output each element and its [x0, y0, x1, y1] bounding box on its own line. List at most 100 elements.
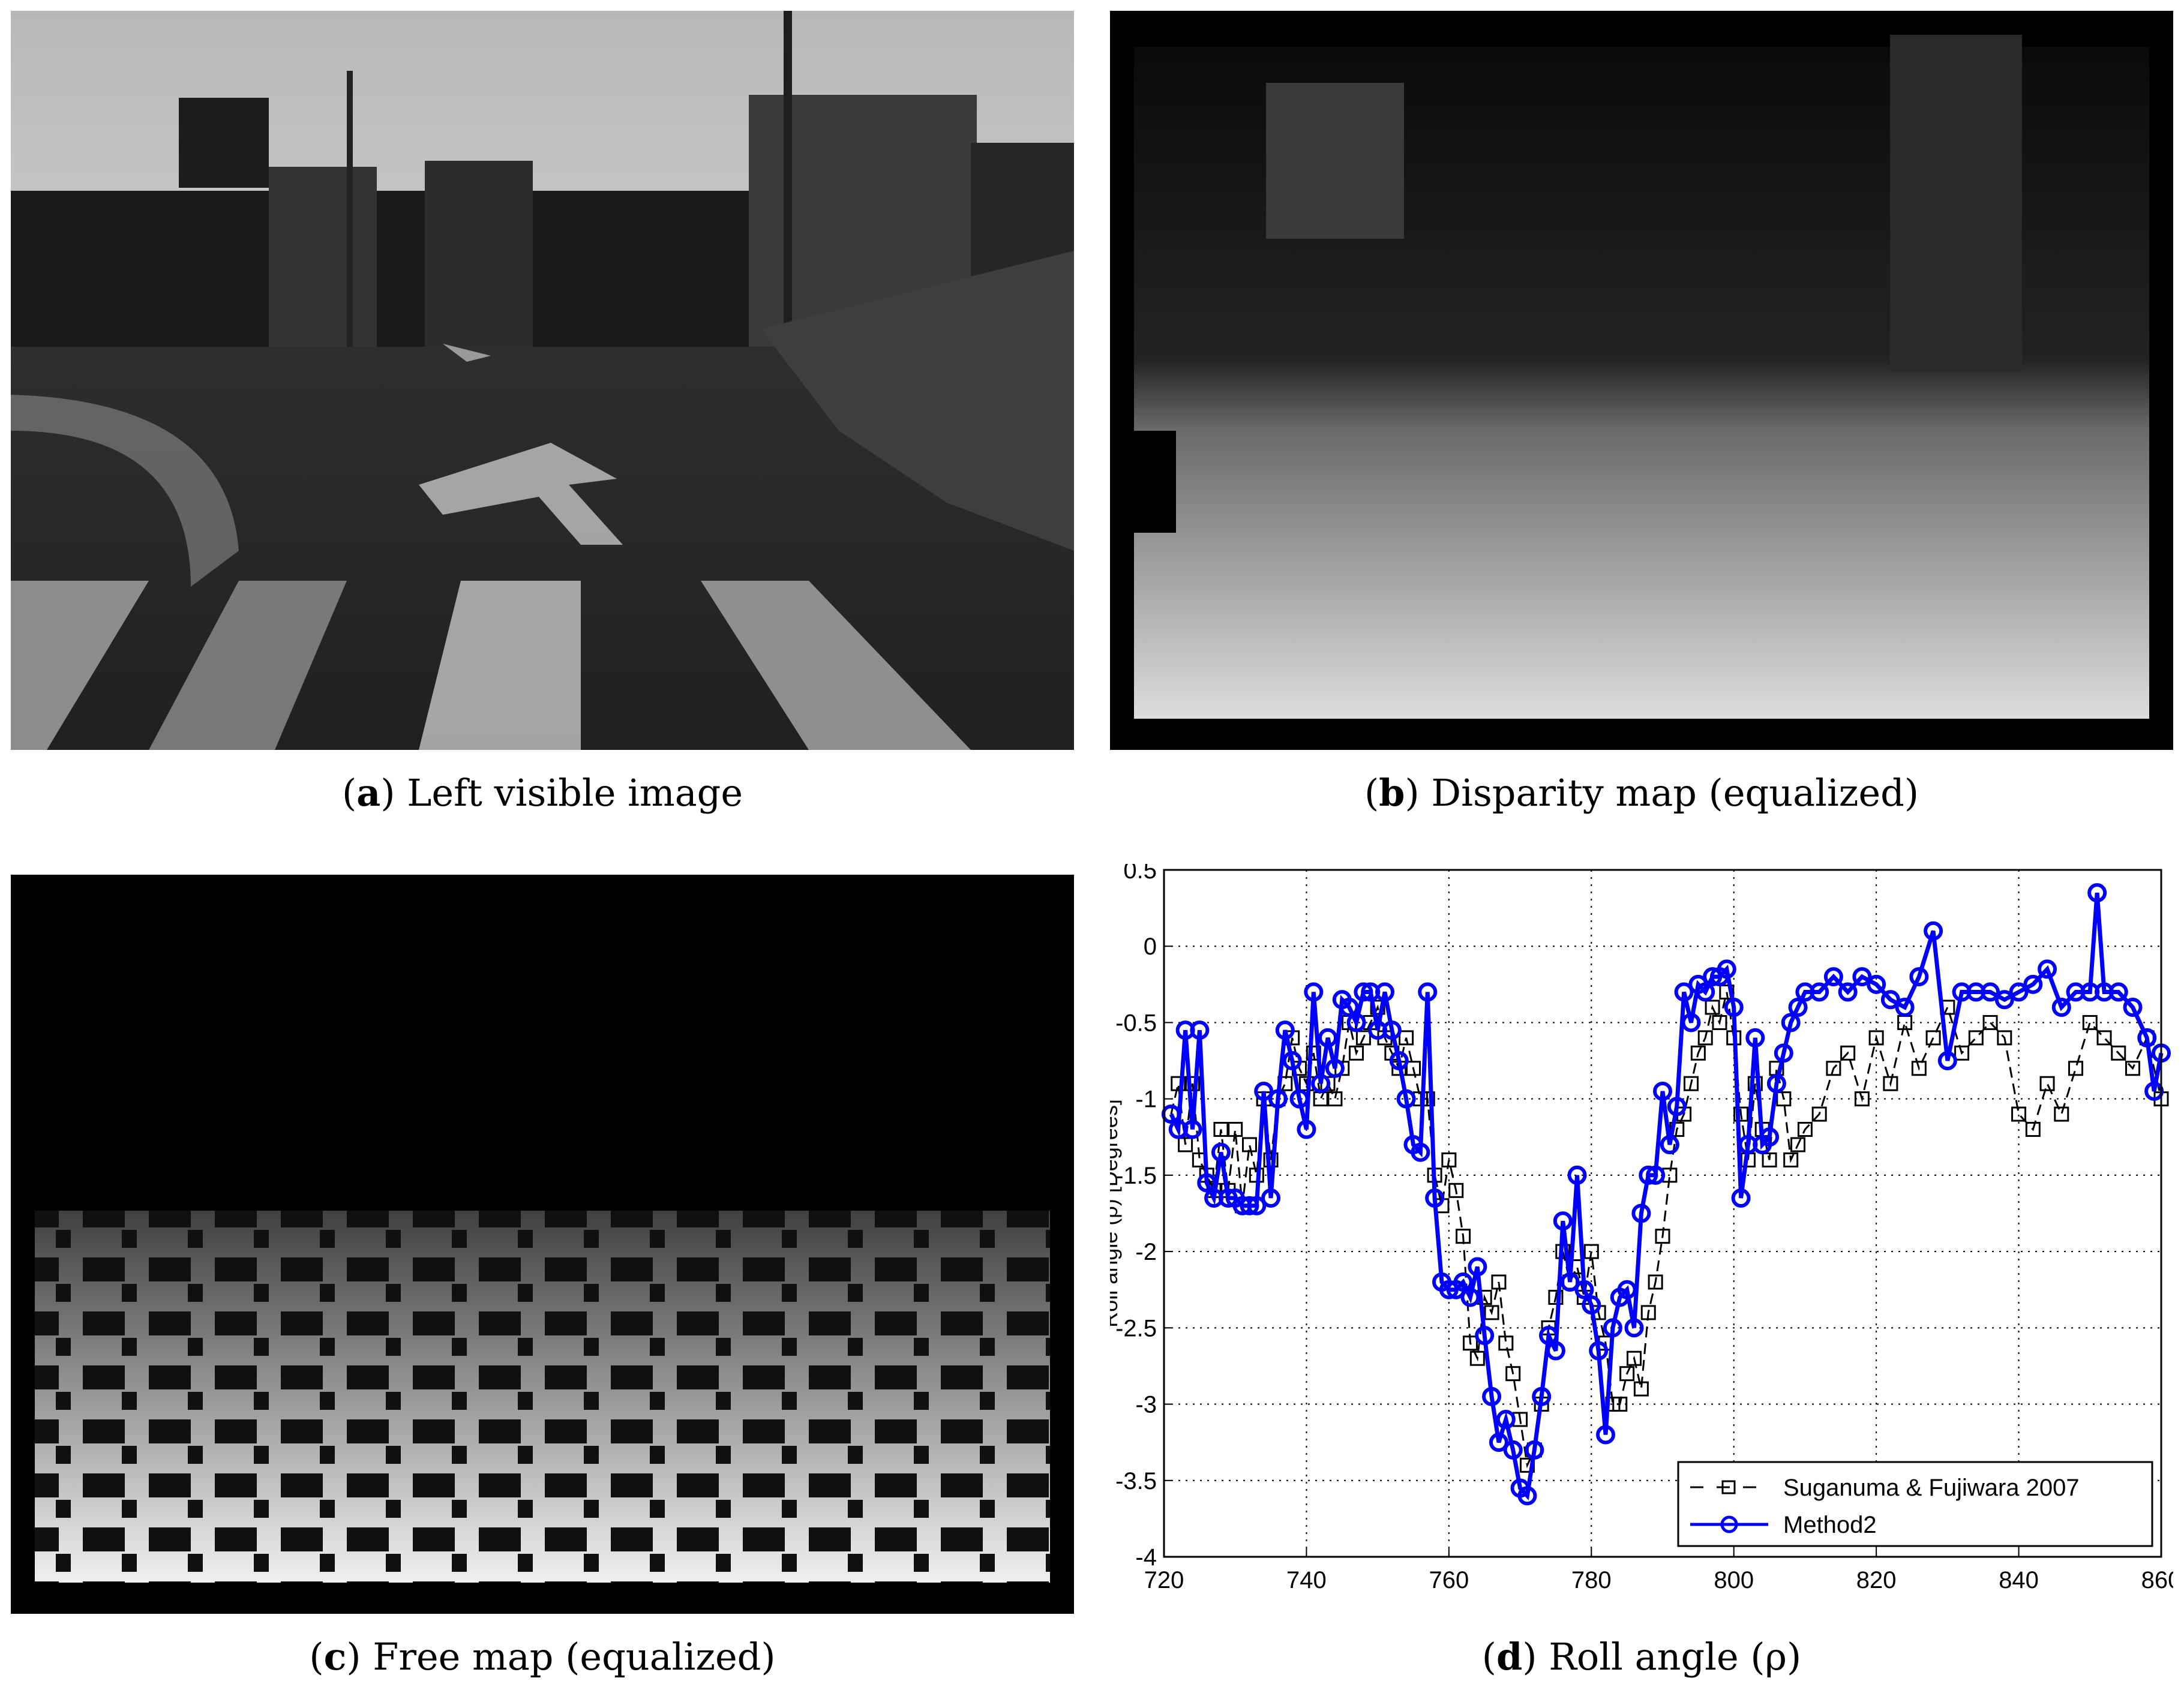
data-point-circle — [1240, 1196, 1259, 1215]
data-point-square — [2096, 1030, 2112, 1046]
data-point-square — [1783, 1152, 1799, 1167]
x-tick-label: 760 — [1429, 1567, 1469, 1593]
data-point-square — [2025, 1122, 2041, 1137]
data-point-circle — [1475, 1326, 1495, 1346]
data-point-circle — [1994, 990, 2014, 1010]
caption-a-text: Left visible image — [407, 771, 743, 815]
x-tick-label: 740 — [1286, 1567, 1327, 1593]
data-point-circle — [1482, 1386, 1502, 1406]
data-point-circle — [1774, 1043, 1793, 1063]
caption-d-letter: d — [1496, 1635, 1523, 1679]
data-point-square — [1406, 1061, 1421, 1076]
data-point-circle — [1539, 1326, 1559, 1346]
data-point-square — [1762, 1152, 1777, 1167]
x-tick-label: 860 — [2141, 1567, 2173, 1593]
x-tick-label: 820 — [1856, 1567, 1897, 1593]
data-point-square — [2125, 1061, 2141, 1076]
series-layer — [1161, 883, 2171, 1506]
data-point-circle — [1418, 982, 1438, 1002]
data-point-circle — [1261, 1188, 1281, 1208]
data-point-square — [2082, 1014, 2098, 1030]
data-point-square — [2011, 1106, 2027, 1122]
data-point-circle — [1838, 982, 1858, 1002]
data-point-circle — [1696, 982, 1715, 1002]
data-point-square — [1612, 1397, 1628, 1412]
data-point-square — [2054, 1106, 2069, 1122]
data-point-circle — [1574, 1280, 1594, 1299]
data-point-circle — [1525, 1440, 1544, 1460]
data-point-square — [1498, 1335, 1514, 1351]
data-point-square — [1484, 1305, 1499, 1320]
legend: Suganuma & Fujiwara 2007 Method2 — [1677, 1461, 2153, 1547]
data-point-square — [1997, 1030, 2012, 1046]
data-point-square — [1462, 1335, 1478, 1351]
data-point-square — [1797, 1122, 1813, 1137]
data-point-square — [1868, 1030, 1884, 1046]
caption-c: (c) Free map (equalized) — [309, 1635, 776, 1679]
data-point-circle — [1389, 1051, 1409, 1071]
data-point-circle — [1197, 1173, 1217, 1193]
data-point-circle — [1211, 1142, 1231, 1162]
data-point-square — [1627, 1350, 1642, 1366]
data-point-circle — [1788, 998, 1808, 1017]
caption-b-text: Disparity map (equalized) — [1431, 771, 1919, 815]
series-line-1 — [1169, 892, 2164, 1500]
caption-a-letter: a — [356, 771, 381, 815]
y-tick-label: -4 — [1135, 1544, 1157, 1571]
data-point-circle — [1717, 959, 1736, 979]
data-point-square — [1655, 1229, 1670, 1244]
data-point-circle — [2023, 974, 2043, 994]
caption-c-text: Free map (equalized) — [373, 1635, 776, 1679]
caption-a: (a) Left visible image — [341, 771, 743, 815]
data-point-circle — [1254, 1081, 1274, 1101]
data-point-circle — [1639, 1165, 1658, 1185]
data-point-square — [1241, 1137, 1257, 1152]
data-point-circle — [1190, 1020, 1210, 1040]
data-point-circle — [2137, 1028, 2157, 1047]
data-point-circle — [1247, 1196, 1267, 1215]
data-point-circle — [1880, 990, 1900, 1010]
data-point-circle — [1268, 1089, 1288, 1109]
y-tick-label: -1.5 — [1115, 1163, 1157, 1189]
data-point-circle — [1183, 1119, 1202, 1139]
data-point-circle — [1617, 1280, 1637, 1299]
data-point-square — [1776, 1091, 1792, 1107]
data-point-circle — [1553, 1211, 1573, 1231]
data-point-circle — [1354, 982, 1373, 1002]
data-point-circle — [1325, 1058, 1345, 1078]
data-point-circle — [1596, 1425, 1616, 1445]
data-point-square — [1370, 999, 1385, 1015]
data-point-square — [1854, 1091, 1870, 1107]
data-point-square — [1228, 1122, 1243, 1137]
data-point-square — [2111, 1045, 2126, 1061]
panel-d-chart: 720 740 760 780 800 820 840 860 0.5 0 -0.5 -1 -1.5 -2… — [1110, 864, 2173, 1626]
data-point-circle — [2051, 998, 2071, 1017]
caption-b-letter: b — [1379, 771, 1405, 815]
data-point-square — [1790, 1137, 1806, 1152]
data-point-circle — [1297, 1119, 1316, 1139]
data-point-circle — [1532, 1386, 1552, 1406]
y-tick-label: -3 — [1135, 1392, 1157, 1418]
data-point-square — [1171, 1076, 1186, 1091]
data-point-circle — [1517, 1486, 1537, 1506]
caption-d-text: Roll angle (ρ) — [1549, 1635, 1802, 1679]
data-point-square — [2068, 1061, 2084, 1076]
data-point-square — [1505, 1366, 1521, 1382]
caption-d: (d) Roll angle (ρ) — [1481, 1635, 1802, 1679]
data-point-circle — [1375, 982, 1395, 1002]
data-point-circle — [1674, 982, 1694, 1002]
legend-marker-square — [1721, 1480, 1736, 1494]
data-point-circle — [1603, 1318, 1622, 1338]
data-point-circle — [1703, 967, 1723, 987]
data-point-circle — [1937, 1051, 1957, 1071]
data-point-circle — [1425, 1188, 1445, 1208]
data-point-square — [1690, 1045, 1706, 1061]
x-tick-label: 780 — [1571, 1567, 1612, 1593]
caption-b: (b) Disparity map (equalized) — [1364, 771, 1919, 815]
data-point-circle — [1653, 1081, 1672, 1101]
data-point-circle — [1781, 1013, 1801, 1032]
data-point-circle — [1218, 1188, 1238, 1208]
y-tick-label: 0.5 — [1123, 864, 1157, 884]
data-point-square — [1840, 1045, 1856, 1061]
data-point-circle — [1724, 998, 1744, 1017]
